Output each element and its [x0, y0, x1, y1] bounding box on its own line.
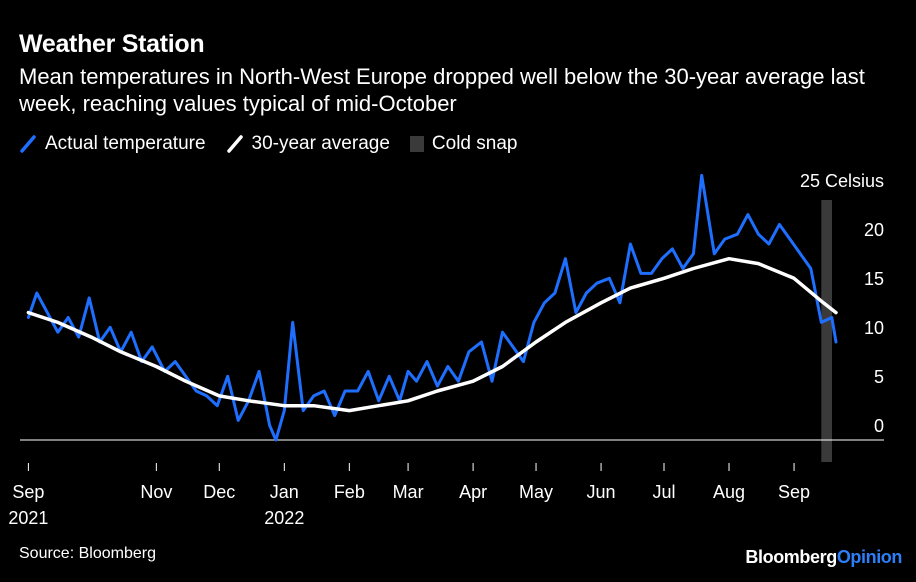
y-tick-label: 0	[874, 416, 884, 436]
actual-temperature-line	[26, 173, 838, 442]
chart-title: Weather Station	[19, 30, 205, 58]
legend-label-cold-snap: Cold snap	[431, 133, 518, 154]
y-tick-label: 5	[874, 367, 884, 387]
x-tick-label: Jan	[270, 482, 299, 502]
x-tick-label: May	[519, 482, 553, 502]
brand-logo: BloombergOpinion	[745, 547, 902, 568]
legend-swatch-average	[226, 135, 243, 153]
x-tick-label: Mar	[393, 482, 424, 502]
y-tick-label: 15	[864, 269, 884, 289]
x-tick-label: Nov	[140, 482, 172, 502]
x-tick-label: Aug	[713, 482, 745, 502]
legend: Actual temperature 30-year average Cold …	[19, 133, 537, 155]
chart-subtitle: Mean temperatures in North-West Europe d…	[19, 64, 865, 116]
x-tick-sublabel: 2022	[264, 508, 304, 528]
legend-label-average: 30-year average	[251, 133, 390, 154]
x-tick-sublabel: 2021	[8, 508, 48, 528]
y-unit-label: 25 Celsius	[800, 171, 884, 191]
legend-label-actual: Actual temperature	[45, 133, 206, 154]
x-tick-label: Sep	[778, 482, 810, 502]
x-tick-label: Jul	[652, 482, 675, 502]
brand-part1: Bloomberg	[745, 547, 837, 567]
y-tick-label: 10	[864, 318, 884, 338]
legend-item-cold-snap: Cold snap	[409, 133, 518, 155]
cold-snap-band	[821, 200, 832, 462]
x-tick-label: Jun	[587, 482, 616, 502]
legend-item-actual: Actual temperature	[19, 133, 206, 155]
source-note: Source: Bloomberg	[19, 545, 156, 562]
legend-swatch-actual	[20, 135, 36, 153]
legend-swatch-cold-snap	[409, 136, 424, 152]
y-tick-label: 20	[864, 220, 884, 240]
average-temperature-line	[26, 256, 838, 413]
x-tick-label: Sep	[12, 482, 44, 502]
x-tick-label: Feb	[334, 482, 365, 502]
legend-item-average: 30-year average	[226, 133, 390, 155]
x-tick-label: Dec	[203, 482, 235, 502]
brand-part2: Opinion	[836, 547, 903, 567]
x-tick-label: Apr	[459, 482, 487, 502]
